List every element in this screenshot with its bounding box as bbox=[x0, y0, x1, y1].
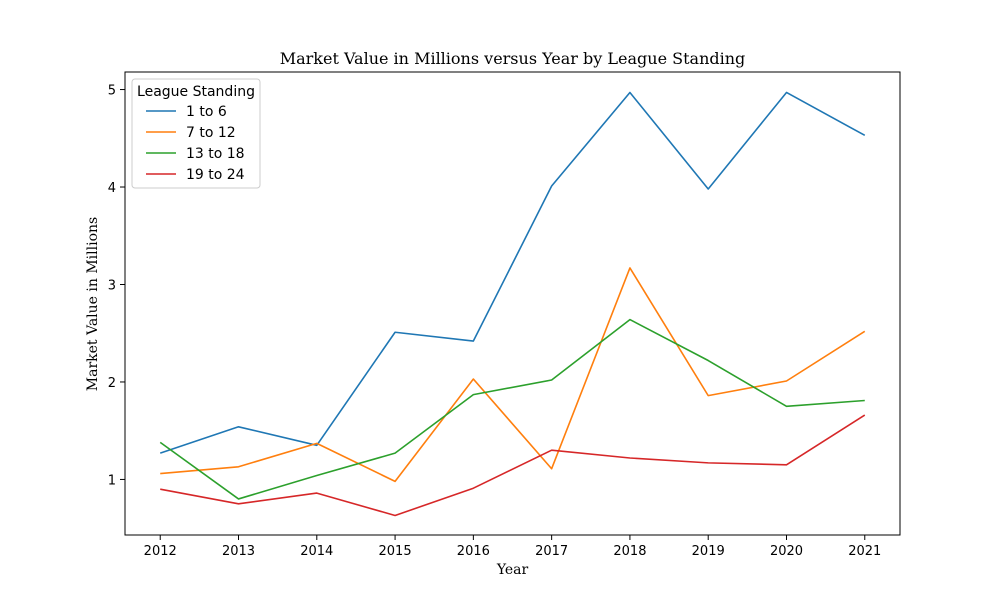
x-tick-label: 2021 bbox=[848, 544, 881, 559]
x-tick-label: 2013 bbox=[222, 544, 255, 559]
legend-title: League Standing bbox=[137, 84, 255, 100]
x-tick-label: 2016 bbox=[457, 544, 490, 559]
x-tick-label: 2015 bbox=[379, 544, 412, 559]
legend-box bbox=[131, 78, 261, 189]
legend-entry-2: 7 to 12 bbox=[186, 125, 236, 141]
x-tick-label: 2018 bbox=[613, 544, 646, 559]
y-tick-label: 4 bbox=[108, 181, 116, 196]
x-tick-label: 2017 bbox=[535, 544, 568, 559]
y-tick-label: 5 bbox=[108, 84, 116, 99]
x-tick-label: 2020 bbox=[770, 544, 803, 559]
y-tick-label: 1 bbox=[108, 473, 116, 488]
x-tick-label: 2014 bbox=[300, 544, 333, 559]
series-line-1 bbox=[159, 91, 866, 454]
series-line-2 bbox=[160, 267, 866, 483]
legend-entry-1: 1 to 6 bbox=[186, 104, 227, 120]
plot-frame bbox=[124, 71, 901, 536]
x-tick-label: 2012 bbox=[144, 544, 177, 559]
legend-entry-4: 19 to 24 bbox=[186, 167, 245, 183]
legend-entry-3: 13 to 18 bbox=[186, 146, 245, 162]
x-tick-label: 2019 bbox=[692, 544, 725, 559]
y-tick-label: 3 bbox=[108, 278, 116, 293]
series-line-3 bbox=[159, 318, 865, 500]
chart-title: Market Value in Millions versus Year by … bbox=[280, 49, 746, 68]
y-axis-label: Market Value in Millions bbox=[85, 217, 101, 391]
legend: League Standing 1 to 6 7 to 12 13 to 18 19 … bbox=[131, 78, 261, 189]
x-axis-label: Year bbox=[496, 562, 529, 578]
plot-area: 2012 2013 2014 2015 2016 2017 2018 2019 2020 2021… bbox=[108, 71, 901, 559]
y-tick-label: 2 bbox=[108, 376, 116, 391]
series-line-4 bbox=[160, 414, 866, 517]
